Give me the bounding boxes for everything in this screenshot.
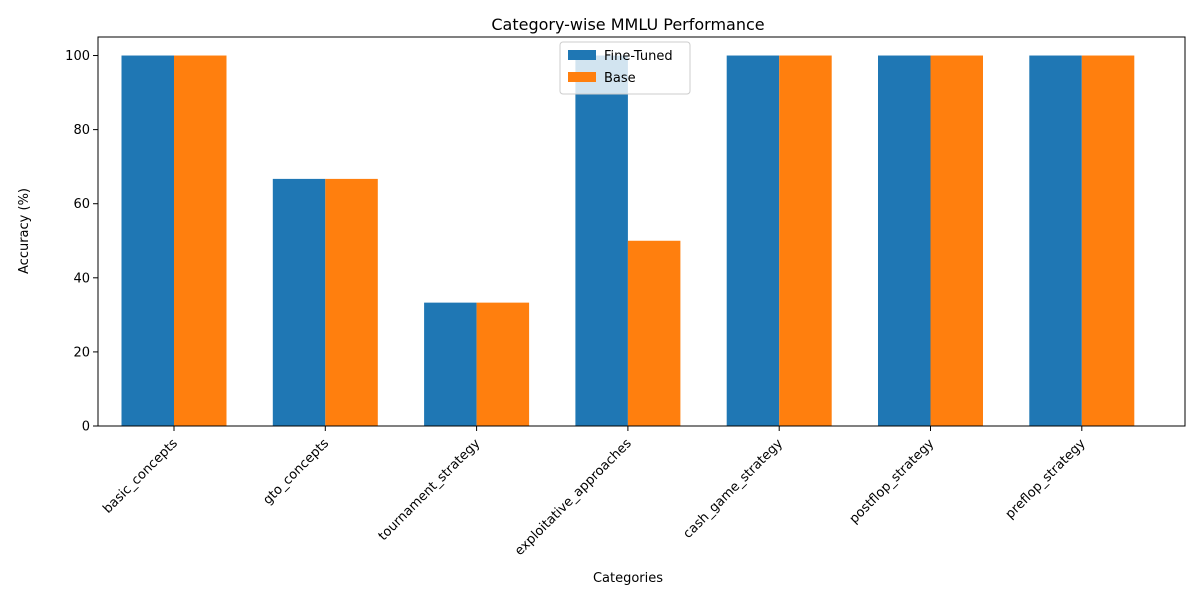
bar-fine-tuned-basic_concepts: [121, 55, 174, 427]
x-axis-label: Categories: [593, 571, 663, 586]
y-axis: 0 20 40 60 80 100: [65, 49, 98, 435]
bar-base-exploitative_approaches: [627, 240, 681, 426]
chart-title: Category-wise MMLU Performance: [491, 15, 764, 34]
legend-swatch-base: [568, 72, 596, 82]
bar-fine-tuned-preflop_strategy: [1029, 55, 1082, 427]
bar-fine-tuned-exploitative_approaches: [575, 55, 628, 427]
x-tick-label-cash_game_strategy: cash_game_strategy: [681, 436, 787, 542]
y-tick-label: 60: [73, 197, 90, 212]
x-axis: basic_concepts gto_concepts tournament_str…: [100, 426, 1089, 559]
bar-fine-tuned-cash_game_strategy: [726, 55, 780, 427]
x-tick-label-gto_concepts: gto_concepts: [260, 436, 332, 508]
x-tick-label-exploitative_approaches: exploitative_approaches: [512, 436, 635, 559]
legend-label-fine-tuned: Fine-Tuned: [604, 49, 673, 64]
y-tick-label: 100: [65, 49, 90, 64]
bar-base-basic_concepts: [174, 55, 227, 427]
legend-label-base: Base: [604, 71, 636, 86]
x-tick-label-tournament_strategy: tournament_strategy: [376, 436, 484, 544]
plot-area-frame: [97, 36, 1186, 427]
y-tick-label: 0: [82, 420, 90, 435]
bar-fine-tuned-tournament_strategy: [424, 302, 477, 426]
bars-layer: [121, 55, 1135, 427]
y-tick-label: 40: [73, 271, 90, 286]
bar-base-preflop_strategy: [1081, 55, 1135, 427]
x-tick-label-preflop_strategy: preflop_strategy: [1003, 436, 1089, 522]
x-tick-label-postflop_strategy: postflop_strategy: [847, 436, 938, 527]
y-tick-label: 80: [73, 123, 90, 138]
bar-base-tournament_strategy: [476, 302, 530, 426]
y-axis-label: Accuracy (%): [17, 188, 32, 274]
bar-base-cash_game_strategy: [779, 55, 832, 427]
bar-fine-tuned-gto_concepts: [272, 178, 326, 426]
legend: Fine-Tuned Base: [559, 41, 691, 95]
x-tick-label-basic_concepts: basic_concepts: [100, 436, 181, 517]
bar-base-postflop_strategy: [930, 55, 983, 427]
bar-fine-tuned-postflop_strategy: [878, 55, 931, 427]
legend-swatch-fine-tuned: [568, 50, 596, 60]
bar-base-gto_concepts: [325, 178, 378, 426]
y-tick-label: 20: [73, 345, 90, 360]
